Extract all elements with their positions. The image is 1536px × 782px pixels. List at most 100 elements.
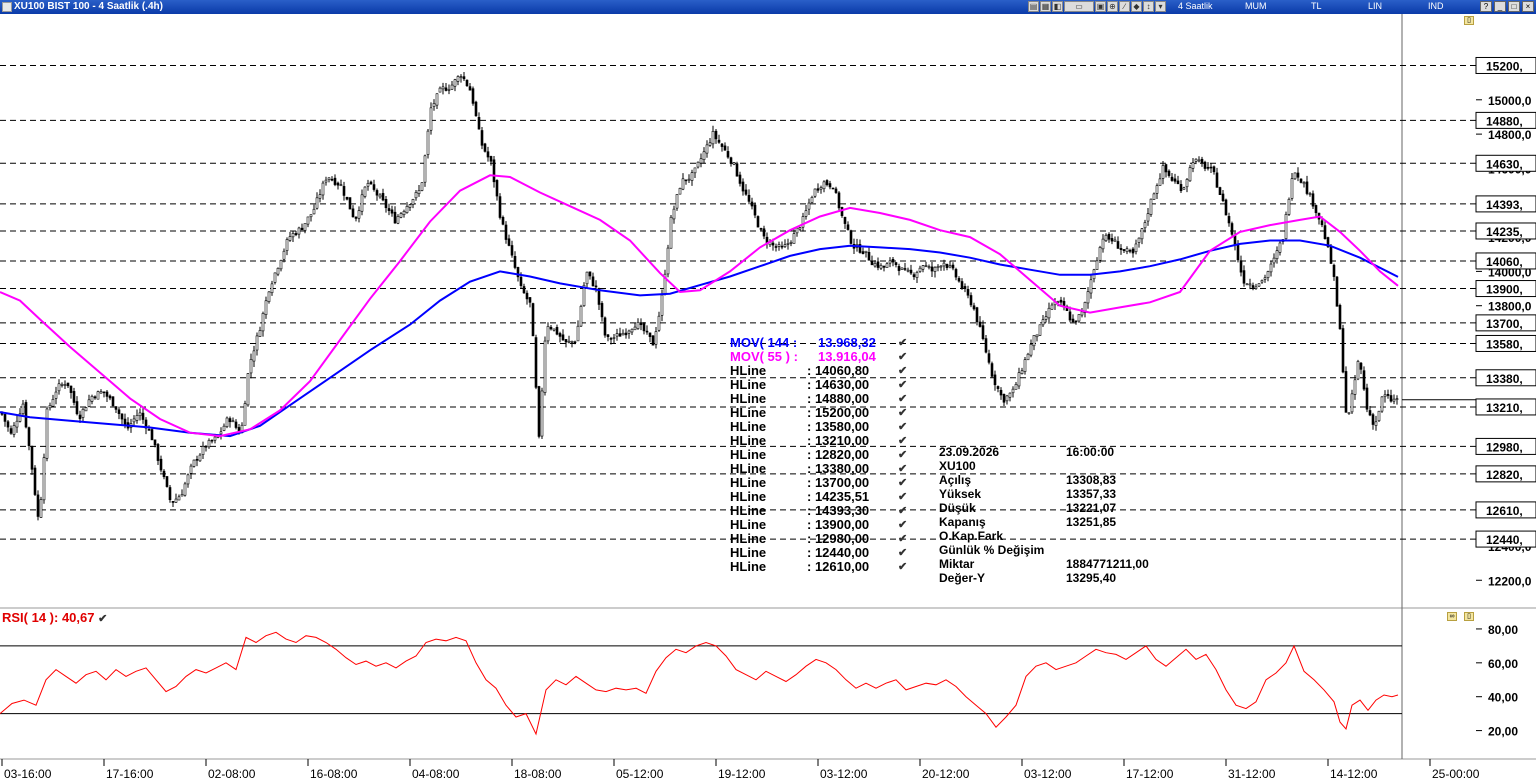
candle-body	[666, 247, 670, 275]
check-icon[interactable]: ✔	[898, 561, 908, 573]
hline-label-box	[1475, 56, 1536, 74]
candle-body	[1098, 247, 1102, 261]
grid-icon[interactable]: ▦	[1040, 1, 1051, 12]
currency-selector[interactable]: TL	[1311, 1, 1322, 11]
candle-body	[441, 86, 445, 90]
check-icon[interactable]: ✔	[898, 477, 908, 489]
check-icon[interactable]: ✔	[898, 435, 908, 447]
legend-hline-value: : 14060,80	[807, 363, 870, 378]
candle-body	[1260, 280, 1264, 283]
candle-body	[1086, 291, 1090, 304]
candle-body	[1059, 299, 1063, 303]
candle-body	[87, 399, 91, 407]
candle-body	[753, 204, 757, 216]
rsi-label[interactable]: RSI( 14 ): 40,67 ✔	[2, 610, 108, 625]
chart-type-icon[interactable]: ▤	[1028, 1, 1039, 12]
candle-body	[654, 331, 658, 345]
color-icon[interactable]: ◆	[1131, 1, 1142, 12]
chart-type-selector[interactable]: MUM	[1245, 1, 1267, 11]
check-icon[interactable]: ✔	[898, 449, 908, 461]
price-chart[interactable]: 15000,014800,014600,014400,014200,014000…	[0, 14, 1536, 782]
help-icon[interactable]: ?	[1480, 1, 1492, 12]
candle-body	[618, 333, 622, 337]
check-icon[interactable]: ✔	[898, 407, 908, 419]
check-icon[interactable]: ✔	[898, 547, 908, 559]
candle-body	[438, 87, 442, 93]
candle-body	[933, 266, 937, 272]
check-icon[interactable]: ✔	[898, 379, 908, 391]
cursor-icon[interactable]: ↕	[1143, 1, 1154, 12]
rsi-close-icon[interactable]: ▯	[1464, 612, 1474, 621]
info-row: 23.09.2026 16:00:00	[939, 445, 1114, 459]
check-icon[interactable]: ✔	[98, 613, 108, 625]
template-select-icon[interactable]: ▭	[1064, 1, 1094, 12]
candle-body	[1041, 319, 1045, 326]
check-icon[interactable]: ✔	[898, 365, 908, 377]
candle-body	[30, 445, 34, 470]
check-icon[interactable]: ✔	[898, 463, 908, 475]
dropdown-icon[interactable]: ▾	[1155, 1, 1166, 12]
candle-body	[759, 228, 763, 230]
minimize-button[interactable]: _	[1494, 1, 1506, 12]
candle-body	[51, 399, 55, 407]
candle-body	[1035, 334, 1039, 338]
x-tick-label: 20-12:00	[922, 767, 970, 781]
x-tick-label: 17-16:00	[106, 767, 154, 781]
candle-body	[342, 186, 346, 196]
check-icon[interactable]: ✔	[898, 351, 908, 363]
panel-options-icon[interactable]: ▯	[1464, 16, 1474, 25]
hline-label-box	[1475, 369, 1536, 387]
candle-body	[360, 194, 364, 212]
candle-body	[792, 233, 796, 244]
candle-body	[1383, 394, 1387, 398]
candle-body	[1326, 237, 1330, 248]
candle-body	[21, 403, 25, 414]
check-icon[interactable]: ✔	[898, 393, 908, 405]
candle-body	[579, 305, 583, 327]
candle-body	[309, 214, 313, 218]
candle-body	[1362, 370, 1366, 390]
candle-body	[708, 142, 712, 146]
candle-body	[732, 162, 736, 165]
candle-body	[543, 340, 547, 393]
close-button[interactable]: ×	[1522, 1, 1534, 12]
zoom-icon[interactable]: ⊕	[1107, 1, 1118, 12]
check-icon[interactable]: ✔	[898, 533, 908, 545]
candle-body	[6, 421, 10, 428]
check-icon[interactable]: ✔	[898, 337, 908, 349]
maximize-button[interactable]: □	[1508, 1, 1520, 12]
hline-label: 13900,	[1486, 283, 1523, 297]
candle-body	[195, 459, 199, 461]
candle-body	[1137, 237, 1141, 243]
candle-body	[714, 130, 718, 140]
legend-hline-value: : 15200,00	[807, 405, 870, 420]
candle-body	[756, 216, 760, 228]
candle-body	[534, 337, 538, 388]
period-selector[interactable]: 4 Saatlik	[1178, 1, 1213, 11]
scale-icon[interactable]: ▣	[1095, 1, 1106, 12]
check-icon[interactable]: ✔	[898, 505, 908, 517]
candle-body	[294, 233, 298, 236]
candle-body	[405, 206, 409, 213]
candle-body	[648, 332, 652, 337]
candle-body	[1071, 318, 1075, 323]
indicator-selector[interactable]: IND	[1428, 1, 1444, 11]
y-tick-label: 14800,0	[1488, 128, 1532, 142]
check-icon[interactable]: ✔	[898, 491, 908, 503]
check-icon[interactable]: ✔	[898, 421, 908, 433]
check-icon[interactable]: ✔	[898, 519, 908, 531]
candle-body	[699, 158, 703, 164]
scale-selector[interactable]: LIN	[1368, 1, 1383, 11]
info-label: XU100	[939, 459, 976, 473]
rsi-options-icon[interactable]: ∞	[1447, 612, 1457, 621]
period-icon[interactable]: ◧	[1052, 1, 1063, 12]
candle-body	[1191, 162, 1195, 169]
candle-body	[36, 494, 40, 517]
info-value: 13221,07	[1066, 501, 1117, 515]
candle-body	[660, 294, 664, 316]
rsi-tick-label: 20,00	[1488, 725, 1518, 739]
legend-hline-value: : 12440,00	[807, 545, 870, 560]
draw-line-icon[interactable]: ∕	[1119, 1, 1130, 12]
candle-body	[1149, 198, 1153, 215]
candle-body	[54, 391, 58, 399]
